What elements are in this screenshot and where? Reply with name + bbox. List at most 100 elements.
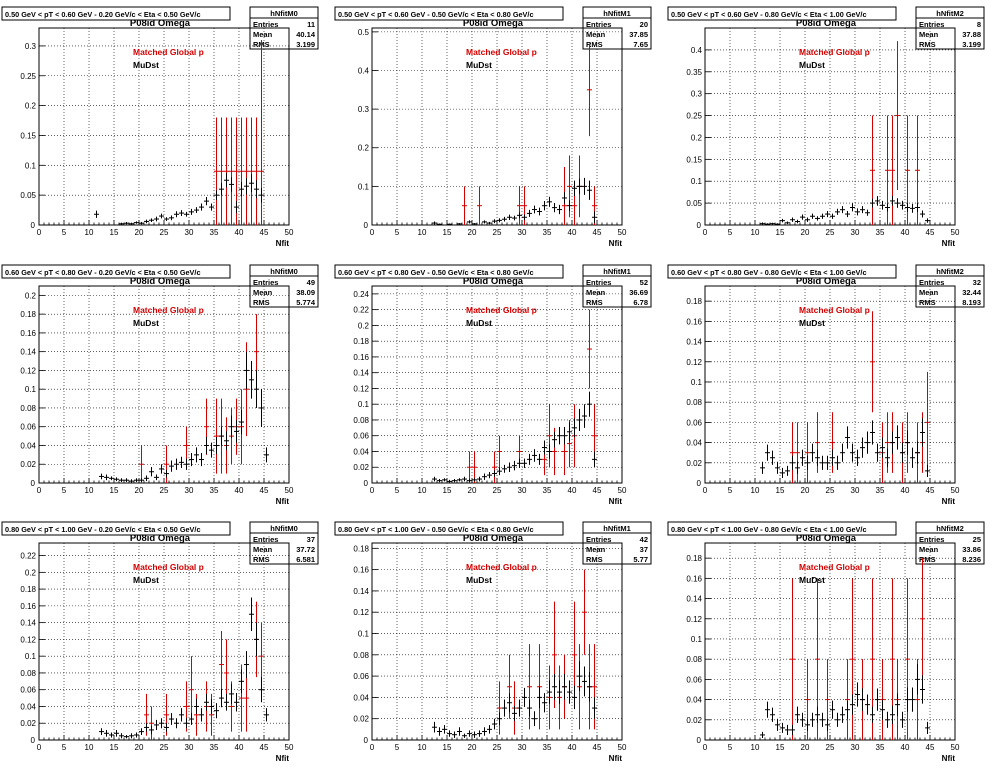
data-point xyxy=(169,713,174,725)
legend-mudst: MuDst xyxy=(133,575,159,585)
x-tick-label: 5 xyxy=(728,228,733,237)
stats-label: Mean xyxy=(586,288,606,297)
data-point xyxy=(149,467,154,477)
x-tick-label: 25 xyxy=(493,743,502,752)
stats-value: 42 xyxy=(640,535,648,544)
data-point xyxy=(557,204,562,215)
data-point xyxy=(870,420,875,445)
data-point xyxy=(442,478,447,482)
data-point xyxy=(885,711,890,728)
y-tick-label: 0.2 xyxy=(691,133,703,142)
data-point xyxy=(557,680,562,704)
data-point xyxy=(542,201,547,211)
data-point xyxy=(224,117,229,225)
data-point xyxy=(144,475,149,482)
cut-label: 0.80 GeV < pT < 1.00 GeV - 0.80 GeV/c < … xyxy=(671,525,867,534)
histogram-pad: 0.50 GeV < pT < 0.60 GeV - 0.20 GeV/c < … xyxy=(1,6,319,248)
stats-label: Entries xyxy=(586,535,611,544)
data-point xyxy=(890,115,895,225)
x-tick-label: 20 xyxy=(468,743,477,752)
data-point xyxy=(865,431,870,454)
y-tick-label: 0.3 xyxy=(25,42,37,51)
data-point xyxy=(482,473,487,480)
y-tick-label: 0.16 xyxy=(20,329,36,338)
data-point xyxy=(810,443,815,462)
data-point xyxy=(99,728,104,735)
data-point xyxy=(562,427,567,445)
data-point xyxy=(850,694,855,715)
data-point xyxy=(457,223,462,225)
y-tick-label: 0.4 xyxy=(358,66,370,75)
series-mudst xyxy=(760,196,930,225)
x-tick-label: 50 xyxy=(951,228,960,237)
cut-label-box xyxy=(1,521,231,536)
data-point xyxy=(94,210,99,218)
data-point xyxy=(760,222,765,225)
data-point xyxy=(592,451,597,468)
stats-hist-name: hNfitM2 xyxy=(936,9,964,18)
x-tick-label: 20 xyxy=(135,486,144,495)
y-tick-label: 0.22 xyxy=(20,552,36,561)
data-point xyxy=(189,656,194,724)
x-tick-label: 30 xyxy=(518,743,527,752)
data-point xyxy=(915,664,920,695)
x-tick-label: 0 xyxy=(703,228,708,237)
chart-title: P08id Omega xyxy=(796,276,857,287)
data-point xyxy=(582,569,587,655)
x-tick-label: 0 xyxy=(37,486,42,495)
data-point xyxy=(820,455,825,470)
data-point xyxy=(890,705,895,724)
y-tick-label: 0.04 xyxy=(20,702,36,711)
y-tick-label: 0.06 xyxy=(353,432,369,441)
data-point xyxy=(149,218,154,223)
data-point xyxy=(785,465,790,476)
data-point xyxy=(910,687,915,712)
y-tick-label: 0.35 xyxy=(686,68,702,77)
data-point xyxy=(174,458,179,470)
stats-label: RMS xyxy=(919,40,936,49)
stats-value: 37.72 xyxy=(296,545,315,554)
cut-label-box xyxy=(334,521,564,536)
y-tick-label: 0.1 xyxy=(25,385,37,394)
x-tick-label: 40 xyxy=(235,228,244,237)
x-axis-label: Nfit xyxy=(942,239,956,248)
stats-value: 52 xyxy=(640,278,648,287)
x-tick-label: 10 xyxy=(751,486,760,495)
series-mudst xyxy=(99,597,269,739)
data-point xyxy=(765,444,770,461)
y-tick-label: 0.18 xyxy=(686,554,702,563)
data-point xyxy=(199,203,204,211)
stats-label: Mean xyxy=(253,288,273,297)
y-tick-label: 0.18 xyxy=(353,544,369,553)
y-tick-label: 0.1 xyxy=(691,635,703,644)
x-tick-label: 5 xyxy=(728,486,733,495)
data-point xyxy=(194,698,199,715)
x-tick-label: 0 xyxy=(370,743,375,752)
x-tick-label: 5 xyxy=(62,228,67,237)
x-tick-label: 25 xyxy=(160,743,169,752)
data-point xyxy=(805,718,810,731)
data-point xyxy=(507,214,512,220)
x-tick-label: 35 xyxy=(210,486,219,495)
data-point xyxy=(244,351,249,390)
stats-label: Mean xyxy=(586,545,606,554)
data-point xyxy=(865,694,870,715)
legend-matched-global-p: Matched Global p xyxy=(466,305,537,315)
data-point xyxy=(467,220,472,224)
y-tick-label: 0.12 xyxy=(20,635,36,644)
x-tick-label: 0 xyxy=(37,743,42,752)
x-tick-label: 25 xyxy=(826,228,835,237)
data-point xyxy=(845,659,850,740)
legend-matched-global-p: Matched Global p xyxy=(799,562,870,572)
data-point xyxy=(835,712,840,727)
x-tick-label: 30 xyxy=(185,743,194,752)
data-point xyxy=(815,449,820,466)
chart-title: P08id Omega xyxy=(463,18,524,29)
data-point xyxy=(895,198,900,208)
x-tick-label: 10 xyxy=(418,228,427,237)
data-point xyxy=(487,471,492,479)
data-point xyxy=(592,697,597,719)
data-point xyxy=(905,430,910,455)
data-point xyxy=(179,708,184,722)
data-point xyxy=(447,730,452,737)
